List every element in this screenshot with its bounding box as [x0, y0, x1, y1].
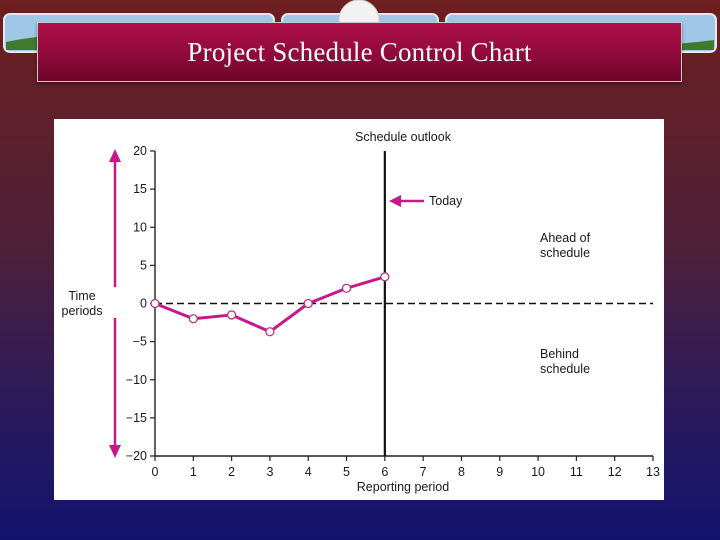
y-tick-label: −10	[126, 373, 147, 387]
y-tick-label: −20	[126, 449, 147, 463]
ahead-label-line2: schedule	[540, 246, 590, 260]
data-point	[226, 310, 237, 320]
data-point	[303, 298, 313, 309]
x-tick-label: 11	[570, 465, 583, 479]
chart-panel: 20 15 10 5 0 −5 −10 −15 −20 0 1 2 3 4 5 6 7 8 9 10 11 12 13 S…	[54, 119, 664, 500]
y-tick-label: 20	[133, 144, 147, 158]
x-tick-label: 5	[343, 465, 350, 479]
data-point	[341, 283, 352, 293]
x-axis-label: Reporting period	[357, 480, 449, 494]
y-tick-group: 20 15 10 5 0 −5 −10 −15 −20	[126, 144, 155, 463]
y-tick-label: −5	[133, 335, 147, 349]
series-points	[150, 272, 390, 337]
data-point	[188, 314, 198, 324]
y-tick-label: 5	[140, 258, 147, 272]
x-tick-label: 13	[646, 465, 660, 479]
today-annotation: Today	[389, 194, 463, 208]
x-tick-label: 9	[496, 465, 503, 479]
data-point	[380, 272, 390, 282]
y-tick-label: −15	[126, 411, 147, 425]
x-tick-label: 6	[381, 465, 388, 479]
slide-title: Project Schedule Control Chart	[187, 36, 532, 67]
data-point	[150, 298, 160, 309]
y-tick-label: 15	[133, 182, 147, 196]
x-tick-label: 12	[608, 465, 622, 479]
ahead-label-line1: Ahead of	[540, 231, 591, 245]
today-label: Today	[429, 194, 463, 208]
y-tick-label: 0	[140, 297, 147, 311]
title-bar: Project Schedule Control Chart	[37, 22, 682, 82]
x-tick-label: 7	[420, 465, 427, 479]
y-tick-label: 10	[133, 220, 147, 234]
x-tick-label: 3	[266, 465, 273, 479]
y-axis-label-line2: periods	[62, 304, 103, 318]
behind-label-line1: Behind	[540, 347, 579, 361]
data-point	[265, 327, 275, 337]
x-tick-label: 2	[228, 465, 235, 479]
x-tick-label: 8	[458, 465, 465, 479]
behind-label-line2: schedule	[540, 362, 590, 376]
x-tick-label: 4	[305, 465, 312, 479]
x-tick-label: 10	[531, 465, 545, 479]
chart-title: Schedule outlook	[355, 130, 452, 144]
y-label-arrow	[109, 149, 121, 458]
x-tick-label: 1	[190, 465, 197, 479]
x-tick-label: 0	[152, 465, 159, 479]
x-tick-group: 0 1 2 3 4 5 6 7 8 9 10 11 12 13	[152, 456, 660, 479]
y-axis-label-line1: Time	[68, 289, 95, 303]
